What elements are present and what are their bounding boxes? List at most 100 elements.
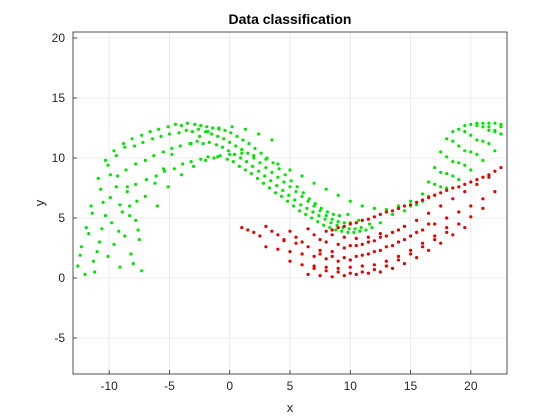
data-point [427,248,431,252]
data-point [481,125,485,129]
data-point [328,226,332,230]
data-point [170,152,174,156]
data-point [207,140,211,144]
data-point [354,236,358,240]
data-point [372,268,376,272]
data-point [134,182,138,186]
data-point [457,161,461,165]
data-point [348,222,352,226]
data-point [439,185,443,189]
data-point [101,200,105,204]
data-point [469,204,473,208]
data-point [198,134,202,138]
x-tick-label: 5 [287,379,294,393]
data-point [313,202,317,206]
data-point [259,151,263,155]
data-point [481,121,485,125]
data-point [319,206,323,210]
data-point [481,206,485,210]
data-point [481,158,485,162]
data-point [161,167,165,171]
data-point [170,146,174,150]
data-point [192,164,196,168]
data-point [264,245,268,249]
data-point [402,262,407,266]
data-point [91,259,96,263]
data-point [143,158,147,162]
data-point [204,158,208,162]
data-point [152,154,156,158]
data-point [246,228,250,232]
data-point [487,142,491,146]
data-point [280,194,284,198]
data-point [487,128,491,132]
data-point [199,124,203,128]
data-point [217,126,221,130]
data-point [415,256,419,260]
data-point [378,270,382,274]
data-point [257,169,261,173]
data-point [112,149,116,153]
data-point [475,182,479,186]
data-point [487,175,491,179]
data-point [281,188,285,192]
data-point [384,259,388,263]
data-point [475,138,479,142]
data-point [179,124,184,128]
data-point [305,206,309,210]
data-point [421,245,425,249]
data-point [144,178,149,182]
data-point [481,175,485,179]
data-point [427,211,431,215]
data-point [159,134,163,138]
data-point [439,241,443,245]
data-point [228,152,232,156]
data-point [270,229,274,233]
data-point [245,160,249,164]
data-point [130,137,134,141]
data-point [151,137,155,141]
data-point [232,152,237,156]
data-point [396,254,401,258]
data-point [368,222,372,226]
data-point [378,235,382,239]
data-point [310,216,314,220]
data-point [324,257,328,261]
data-point [235,134,239,138]
data-point [336,259,340,263]
data-point [415,203,419,207]
data-point [346,230,350,234]
data-point [179,173,184,177]
data-point [457,178,461,182]
data-point [330,250,334,254]
data-point [372,263,376,267]
data-point [312,181,316,185]
grid-lines [73,32,507,374]
data-point [415,218,419,222]
data-point [342,274,346,278]
data-point [218,154,222,158]
data-point [304,212,308,216]
data-point [330,217,334,221]
data-point [100,227,104,231]
y-tick-label: 0 [58,271,65,285]
series-green-points [76,121,503,276]
data-point [157,127,161,131]
data-point [372,215,376,219]
data-point [336,266,340,270]
data-point [487,121,491,125]
data-point [125,185,129,189]
chart-title: Data classification [229,11,352,27]
x-axis-label: x [287,400,294,415]
data-point [83,272,87,276]
data-point [325,210,329,214]
data-point [294,241,298,245]
data-point [499,132,503,136]
data-point [276,175,280,179]
data-point [106,163,110,167]
data-point [390,212,395,216]
data-point [167,132,171,136]
data-point [409,199,413,203]
data-point [137,238,141,242]
data-point [317,214,321,218]
